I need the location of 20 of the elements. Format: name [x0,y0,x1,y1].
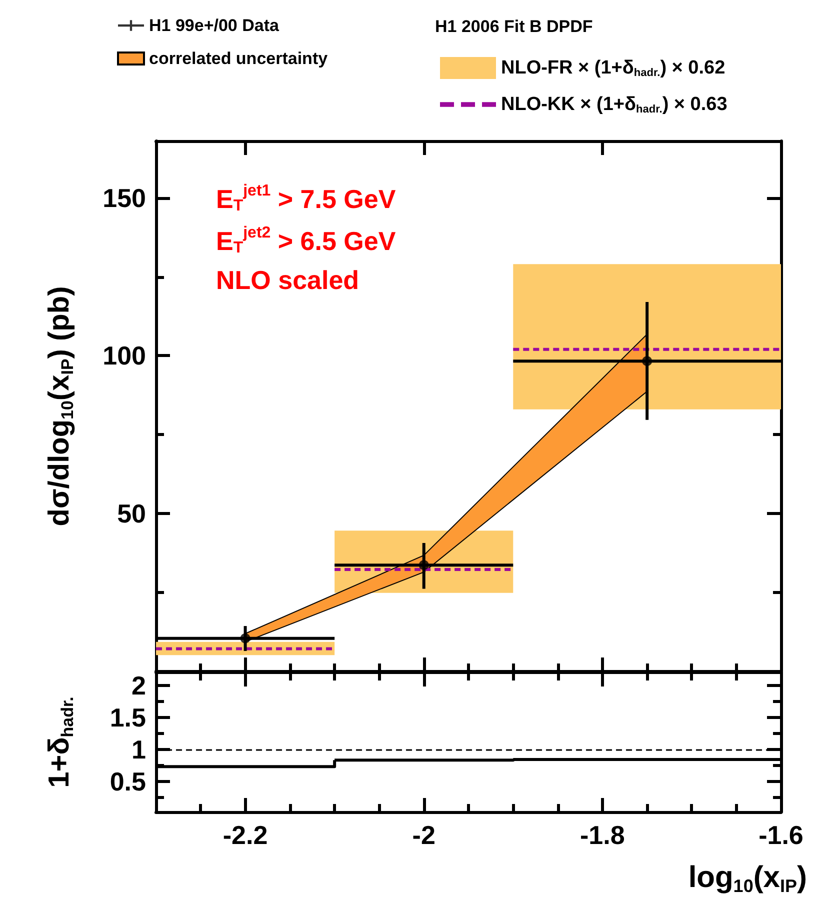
y-tick-label: 1 [132,734,146,764]
legend-label: correlated uncertainty [149,49,328,68]
y-tick-label: 100 [102,340,146,371]
y-axis-title: dσ/dlog10(xIP) (pb) [44,286,77,526]
y-axis-title: 1+δhadr. [44,696,77,788]
y-tick-label: 150 [102,182,146,213]
point [418,560,429,570]
x-tick-label: -2 [412,820,436,850]
legend-title: H1 2006 Fit B DPDF [435,17,593,36]
y-tick-label: 2 [132,670,146,700]
x-tick-label: -1.6 [758,820,804,850]
legend-label: H1 99e+/00 Data [149,16,280,35]
x-tick-label: -1.8 [580,820,625,850]
y-tick-label: 0.5 [110,766,146,796]
point [642,356,652,366]
y-tick-label: 1.5 [110,702,146,732]
point [240,633,250,644]
y-tick-label: 50 [117,498,146,529]
x-tick-label: -2.2 [222,820,268,850]
annotation: NLO scaled [216,265,360,295]
